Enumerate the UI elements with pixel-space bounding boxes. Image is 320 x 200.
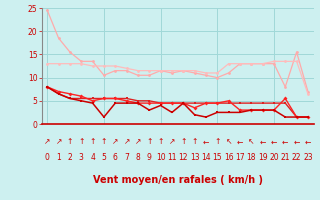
Text: ↗: ↗	[124, 138, 130, 146]
Text: ↑: ↑	[146, 138, 152, 146]
Text: 23: 23	[303, 154, 313, 162]
Text: ↑: ↑	[89, 138, 96, 146]
Text: ↗: ↗	[169, 138, 175, 146]
Text: 10: 10	[156, 154, 165, 162]
Text: 20: 20	[269, 154, 279, 162]
Text: ←: ←	[282, 138, 288, 146]
Text: ↑: ↑	[157, 138, 164, 146]
Text: 5: 5	[101, 154, 106, 162]
Text: 11: 11	[167, 154, 177, 162]
Text: ↑: ↑	[180, 138, 187, 146]
Text: ↑: ↑	[78, 138, 84, 146]
Text: ↑: ↑	[191, 138, 198, 146]
Text: 7: 7	[124, 154, 129, 162]
Text: 6: 6	[113, 154, 118, 162]
Text: ↑: ↑	[67, 138, 73, 146]
Text: 21: 21	[281, 154, 290, 162]
Text: ←: ←	[203, 138, 209, 146]
Text: 15: 15	[212, 154, 222, 162]
Text: 16: 16	[224, 154, 233, 162]
Text: 3: 3	[79, 154, 84, 162]
Text: ↗: ↗	[44, 138, 51, 146]
Text: 19: 19	[258, 154, 268, 162]
Text: 2: 2	[68, 154, 72, 162]
Text: 14: 14	[201, 154, 211, 162]
Text: ←: ←	[293, 138, 300, 146]
Text: 4: 4	[90, 154, 95, 162]
Text: 0: 0	[45, 154, 50, 162]
Text: 8: 8	[136, 154, 140, 162]
Text: 17: 17	[235, 154, 245, 162]
Text: 12: 12	[179, 154, 188, 162]
Text: 13: 13	[190, 154, 199, 162]
Text: ↑: ↑	[214, 138, 220, 146]
Text: 18: 18	[246, 154, 256, 162]
Text: 9: 9	[147, 154, 152, 162]
Text: ↖: ↖	[225, 138, 232, 146]
Text: ↗: ↗	[135, 138, 141, 146]
Text: ↗: ↗	[55, 138, 62, 146]
Text: ←: ←	[237, 138, 243, 146]
Text: ←: ←	[260, 138, 266, 146]
Text: ←: ←	[305, 138, 311, 146]
Text: ↖: ↖	[248, 138, 254, 146]
Text: ↗: ↗	[112, 138, 118, 146]
Text: 1: 1	[56, 154, 61, 162]
Text: ←: ←	[271, 138, 277, 146]
Text: ↑: ↑	[101, 138, 107, 146]
Text: Vent moyen/en rafales ( km/h ): Vent moyen/en rafales ( km/h )	[92, 175, 263, 185]
Text: 22: 22	[292, 154, 301, 162]
